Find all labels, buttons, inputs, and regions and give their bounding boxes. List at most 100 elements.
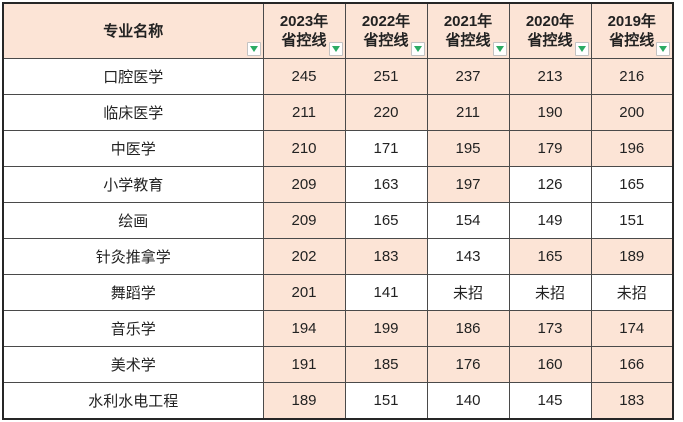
filter-button-year-2022[interactable] [410,42,425,56]
major-name-cell: 水利水电工程 [2,382,264,420]
score-cell: 190 [508,94,592,131]
score-cell: 151 [344,382,428,420]
table-row: 绘画 209 165 154 149 151 [2,202,674,239]
score-cell: 165 [344,202,428,239]
header-subject-label: 省控线 [363,32,409,49]
score-cell: 126 [508,166,592,203]
major-name-cell: 针灸推拿学 [2,238,264,275]
table-row: 小学教育 209 163 197 126 165 [2,166,674,203]
table-row: 音乐学 194 199 186 173 174 [2,310,674,347]
header-year-label: 2019年 [607,13,656,30]
header-cell-major-name: 专业名称 [2,2,264,59]
filter-dropdown-icon [249,46,258,52]
filter-dropdown-icon [495,46,504,52]
major-name-cell: 音乐学 [2,310,264,347]
score-cell: 189 [262,382,346,420]
header-subject-label: 省控线 [281,32,327,49]
major-name-cell: 口腔医学 [2,58,264,95]
filter-dropdown-icon [577,46,586,52]
major-name-cell: 中医学 [2,130,264,167]
filter-button-year-2020[interactable] [574,42,589,56]
score-cell: 210 [262,130,346,167]
score-cell: 220 [344,94,428,131]
header-year-label: 2021年 [443,13,493,30]
score-cell: 201 [262,274,346,311]
header-row: 专业名称 2023年 省控线 2022年 省控线 2021年 省控线 2020年 省控线 201… [2,2,674,59]
filter-dropdown-icon [413,46,422,52]
score-cell: 211 [426,94,510,131]
header-cell-year-2020: 2020年 省控线 [508,2,592,59]
score-cell: 160 [508,346,592,383]
major-name-cell: 绘画 [2,202,264,239]
score-cell: 200 [590,94,674,131]
score-cell: 213 [508,58,592,95]
score-cell: 216 [590,58,674,95]
filter-button-year-2021[interactable] [492,42,507,56]
score-cell: 195 [426,130,510,167]
table-row: 临床医学 211 220 211 190 200 [2,94,674,131]
score-cell: 245 [262,58,346,95]
province-control-line-table: 专业名称 2023年 省控线 2022年 省控线 2021年 省控线 2020年 省控线 201… [2,2,674,420]
header-cell-year-2022: 2022年省控线 [344,2,428,59]
header-label-major-name: 专业名称 [103,22,164,40]
score-cell: 191 [262,346,346,383]
score-cell: 171 [344,130,428,167]
table-body: 口腔医学 245 251 237 213 216 临床医学 211 220 211 190 200 中医… [2,58,674,420]
score-cell: 196 [590,130,674,167]
score-cell: 151 [590,202,674,239]
score-cell: 141 [344,274,428,311]
score-cell: 237 [426,58,510,95]
score-cell: 179 [508,130,592,167]
major-name-cell: 小学教育 [2,166,264,203]
score-cell: 211 [262,94,346,131]
table-row: 中医学 210 171 195 179 196 [2,130,674,167]
score-cell: 165 [590,166,674,203]
filter-button-major-name[interactable] [246,42,261,56]
score-cell: 143 [426,238,510,275]
score-cell: 202 [262,238,346,275]
filter-dropdown-icon [331,46,340,52]
score-cell: 194 [262,310,346,347]
score-cell: 174 [590,310,674,347]
score-cell: 173 [508,310,592,347]
table-row: 美术学 191 185 176 160 166 [2,346,674,383]
major-name-cell: 美术学 [2,346,264,383]
header-subject-label: 省控线 [609,32,655,49]
score-cell: 149 [508,202,592,239]
score-cell: 140 [426,382,510,420]
score-cell: 未招 [508,274,592,311]
score-cell: 未招 [590,274,674,311]
table-row: 针灸推拿学 202 183 143 165 189 [2,238,674,275]
score-cell: 154 [426,202,510,239]
score-cell: 145 [508,382,592,420]
header-cell-year-2021: 2021年省控线 [426,2,510,59]
table-row: 舞蹈学 201 141 未招 未招 未招 [2,274,674,311]
header-year-label: 2022年 [361,13,411,30]
score-cell: 186 [426,310,510,347]
header-cell-year-2023: 2023年省控线 [262,2,346,59]
score-cell: 176 [426,346,510,383]
score-cell: 166 [590,346,674,383]
major-name-cell: 临床医学 [2,94,264,131]
header-year-label: 2023年 [279,13,329,30]
score-cell: 165 [508,238,592,275]
score-cell: 未招 [426,274,510,311]
score-cell: 209 [262,202,346,239]
filter-button-year-2023[interactable] [328,42,343,56]
filter-button-year-2019[interactable] [656,42,670,56]
header-cell-year-2019: 2019年省控线 [590,2,674,59]
table-row: 口腔医学 245 251 237 213 216 [2,58,674,95]
score-cell: 185 [344,346,428,383]
score-cell: 183 [590,382,674,420]
score-cell: 251 [344,58,428,95]
score-cell: 189 [590,238,674,275]
score-cell: 209 [262,166,346,203]
major-name-cell: 舞蹈学 [2,274,264,311]
header-subject-label: 省控线 [527,32,573,49]
header-subject-label: 省控线 [445,32,491,49]
filter-dropdown-icon [659,46,667,52]
score-cell: 163 [344,166,428,203]
score-cell: 199 [344,310,428,347]
score-cell: 183 [344,238,428,275]
